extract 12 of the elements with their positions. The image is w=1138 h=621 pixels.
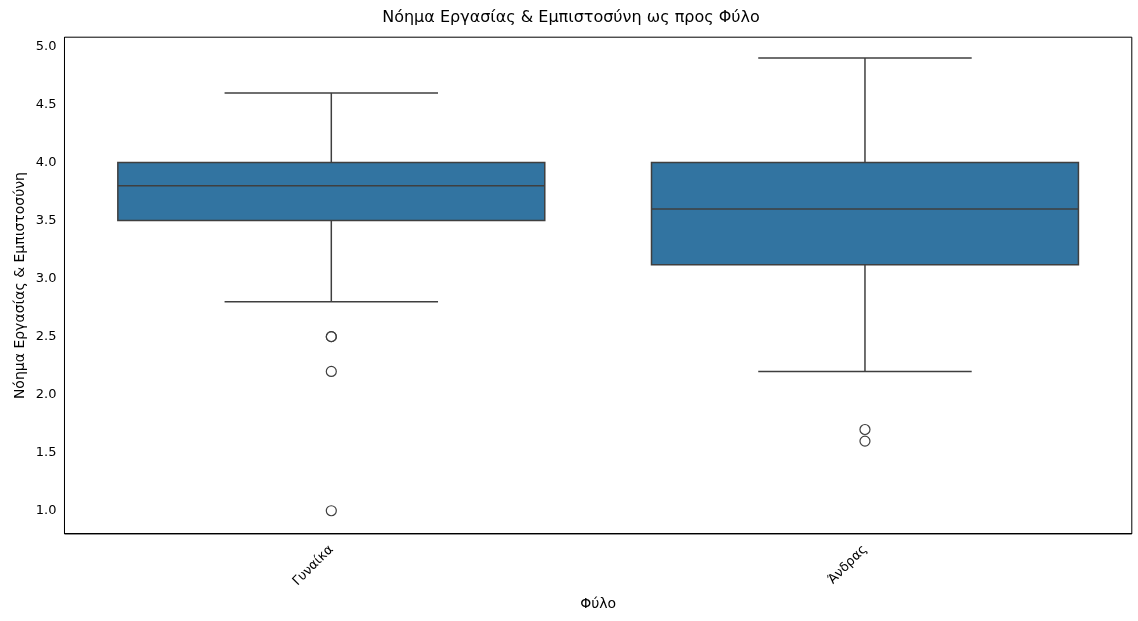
y-tick-label: 4.5 [35, 95, 57, 111]
y-tick-label: 3.0 [35, 269, 57, 285]
y-tick-label: 3.5 [35, 211, 57, 227]
y-tick-label: 1.5 [35, 444, 57, 460]
chart-title: Νόημα Εργασίας & Εμπιστοσύνη ως προς Φύλο [382, 6, 760, 26]
y-tick-label: 4.0 [35, 153, 57, 169]
y-tick-label: 5.0 [35, 37, 57, 53]
x-axis-title: Φύλο [580, 595, 617, 612]
y-axis-title: Νόημα Εργασίας & Εμπιστοσύνη [11, 172, 28, 400]
y-tick-label: 2.0 [35, 386, 57, 402]
y-tick-label: 1.0 [35, 502, 57, 518]
y-tick-label: 2.5 [35, 328, 57, 344]
